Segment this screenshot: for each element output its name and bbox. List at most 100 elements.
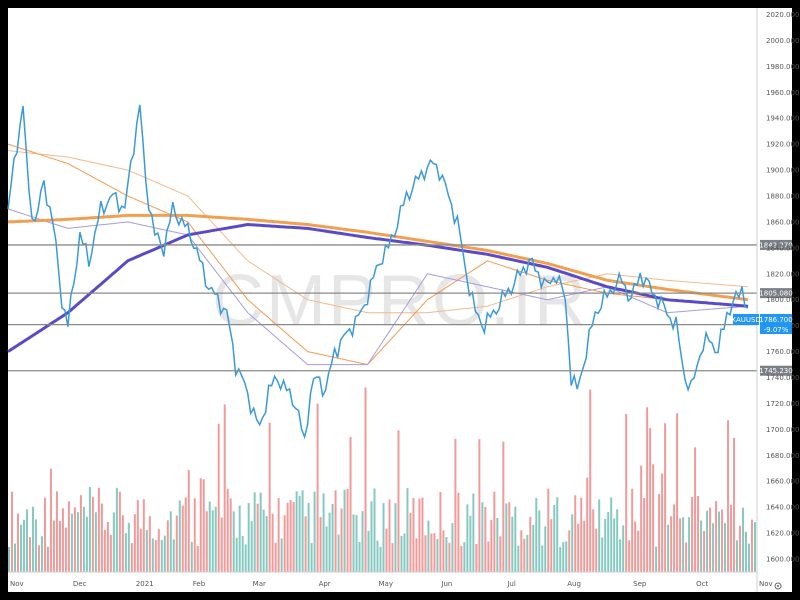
volume-bar bbox=[142, 499, 145, 572]
volume-bar bbox=[448, 542, 451, 572]
moving-average-lines bbox=[7, 143, 749, 366]
volume-bar bbox=[553, 504, 556, 572]
volume-bar bbox=[334, 490, 337, 572]
volume-bar bbox=[265, 516, 268, 572]
volume-bar bbox=[754, 522, 757, 572]
volume-bar bbox=[37, 545, 40, 572]
volume-bar bbox=[748, 543, 751, 572]
volume-bar bbox=[619, 539, 622, 572]
volume-bar bbox=[673, 504, 676, 572]
volume-bar bbox=[148, 516, 151, 572]
y-tick-label: 1800.000 bbox=[766, 296, 799, 304]
volume-bar bbox=[364, 387, 367, 572]
volume-bar bbox=[682, 517, 685, 572]
volume-bar bbox=[568, 530, 571, 572]
volume-bar bbox=[289, 500, 292, 572]
y-tick-label: 1640.000 bbox=[766, 504, 799, 512]
volume-bar bbox=[112, 512, 115, 572]
y-tick-label: 1960.000 bbox=[766, 89, 799, 97]
volume-bar bbox=[247, 502, 250, 572]
volume-bar bbox=[64, 527, 67, 572]
x-tick-label: Oct bbox=[696, 580, 708, 588]
volume-bar bbox=[82, 506, 85, 572]
x-tick-label: Nov bbox=[759, 580, 773, 588]
volume-bar bbox=[85, 516, 88, 572]
volume-bar bbox=[646, 407, 649, 572]
volume-bar bbox=[13, 543, 16, 572]
volume-bar bbox=[28, 537, 31, 572]
volume-bar bbox=[97, 487, 100, 572]
volume-bar bbox=[478, 439, 481, 572]
volume-bar bbox=[184, 497, 187, 572]
volume-bar bbox=[571, 514, 574, 572]
volume-bar bbox=[604, 518, 607, 572]
last-price-label: 1786.700 bbox=[759, 316, 792, 324]
volume-bar bbox=[274, 542, 277, 572]
volume-bar bbox=[169, 511, 172, 572]
volume-bar bbox=[613, 518, 616, 572]
volume-bar bbox=[703, 530, 706, 572]
volume-bar bbox=[736, 540, 739, 572]
volume-bar bbox=[34, 519, 37, 572]
volume-bar bbox=[139, 528, 142, 572]
volume-bar bbox=[709, 507, 712, 572]
volume-bar bbox=[94, 512, 97, 572]
volume-bar bbox=[637, 530, 640, 572]
volume-bar bbox=[424, 535, 427, 572]
volume-bar bbox=[706, 510, 709, 572]
level-label: 1745.230 bbox=[759, 367, 792, 375]
x-tick-label: Dec bbox=[73, 580, 87, 588]
volume-bar bbox=[688, 517, 691, 572]
volume-bar bbox=[286, 502, 289, 572]
volume-bar bbox=[241, 535, 244, 572]
volume-bar bbox=[211, 510, 214, 572]
volume-bar bbox=[538, 510, 541, 572]
volume-bar bbox=[622, 525, 625, 572]
volume-bar bbox=[40, 536, 43, 572]
volume-bar bbox=[160, 540, 163, 572]
volume-bar bbox=[442, 530, 445, 572]
x-tick-label: Mar bbox=[253, 580, 266, 588]
volume-bar bbox=[733, 437, 736, 572]
volume-bar bbox=[727, 420, 730, 572]
x-tick-label: Feb bbox=[193, 580, 206, 588]
volume-bar bbox=[721, 509, 724, 572]
volume-bar bbox=[280, 538, 283, 572]
volume-bar bbox=[676, 413, 679, 572]
symbol-label: XAUUSD bbox=[731, 316, 761, 324]
volume-bar bbox=[202, 479, 205, 572]
volume-bar bbox=[397, 430, 400, 572]
y-tick-label: 1660.000 bbox=[766, 478, 799, 486]
volume-bar bbox=[691, 496, 694, 572]
volume-bar bbox=[529, 516, 532, 572]
volume-bar bbox=[316, 403, 319, 572]
volume-bar bbox=[343, 489, 346, 572]
volume-bar bbox=[79, 495, 82, 572]
volume-bar bbox=[220, 517, 223, 572]
volume-bar bbox=[136, 499, 139, 572]
volume-bar bbox=[409, 512, 412, 572]
volume-bar bbox=[433, 533, 436, 572]
volume-bar bbox=[634, 521, 637, 572]
volume-bar bbox=[511, 516, 514, 572]
level-tag bbox=[760, 365, 792, 376]
y-tick-label: 1740.000 bbox=[766, 374, 799, 382]
volume-bar bbox=[652, 464, 655, 572]
volume-bar bbox=[55, 491, 58, 572]
volume-bar bbox=[457, 492, 460, 572]
volume-bar bbox=[151, 538, 154, 572]
x-tick-label: Jul bbox=[506, 580, 516, 588]
volume-bar bbox=[49, 468, 52, 572]
settings-gear-icon[interactable] bbox=[774, 582, 782, 590]
volume-bar bbox=[100, 503, 103, 572]
volume-bar bbox=[592, 509, 595, 572]
volume-bar bbox=[616, 509, 619, 572]
volume-bar bbox=[583, 520, 586, 572]
volume-bar bbox=[295, 491, 298, 572]
volume-bar bbox=[283, 515, 286, 572]
volume-bar bbox=[610, 497, 613, 572]
volume-bar bbox=[601, 537, 604, 572]
volume-bar bbox=[73, 507, 76, 572]
volume-bar bbox=[103, 529, 106, 572]
volume-bar bbox=[25, 509, 28, 572]
